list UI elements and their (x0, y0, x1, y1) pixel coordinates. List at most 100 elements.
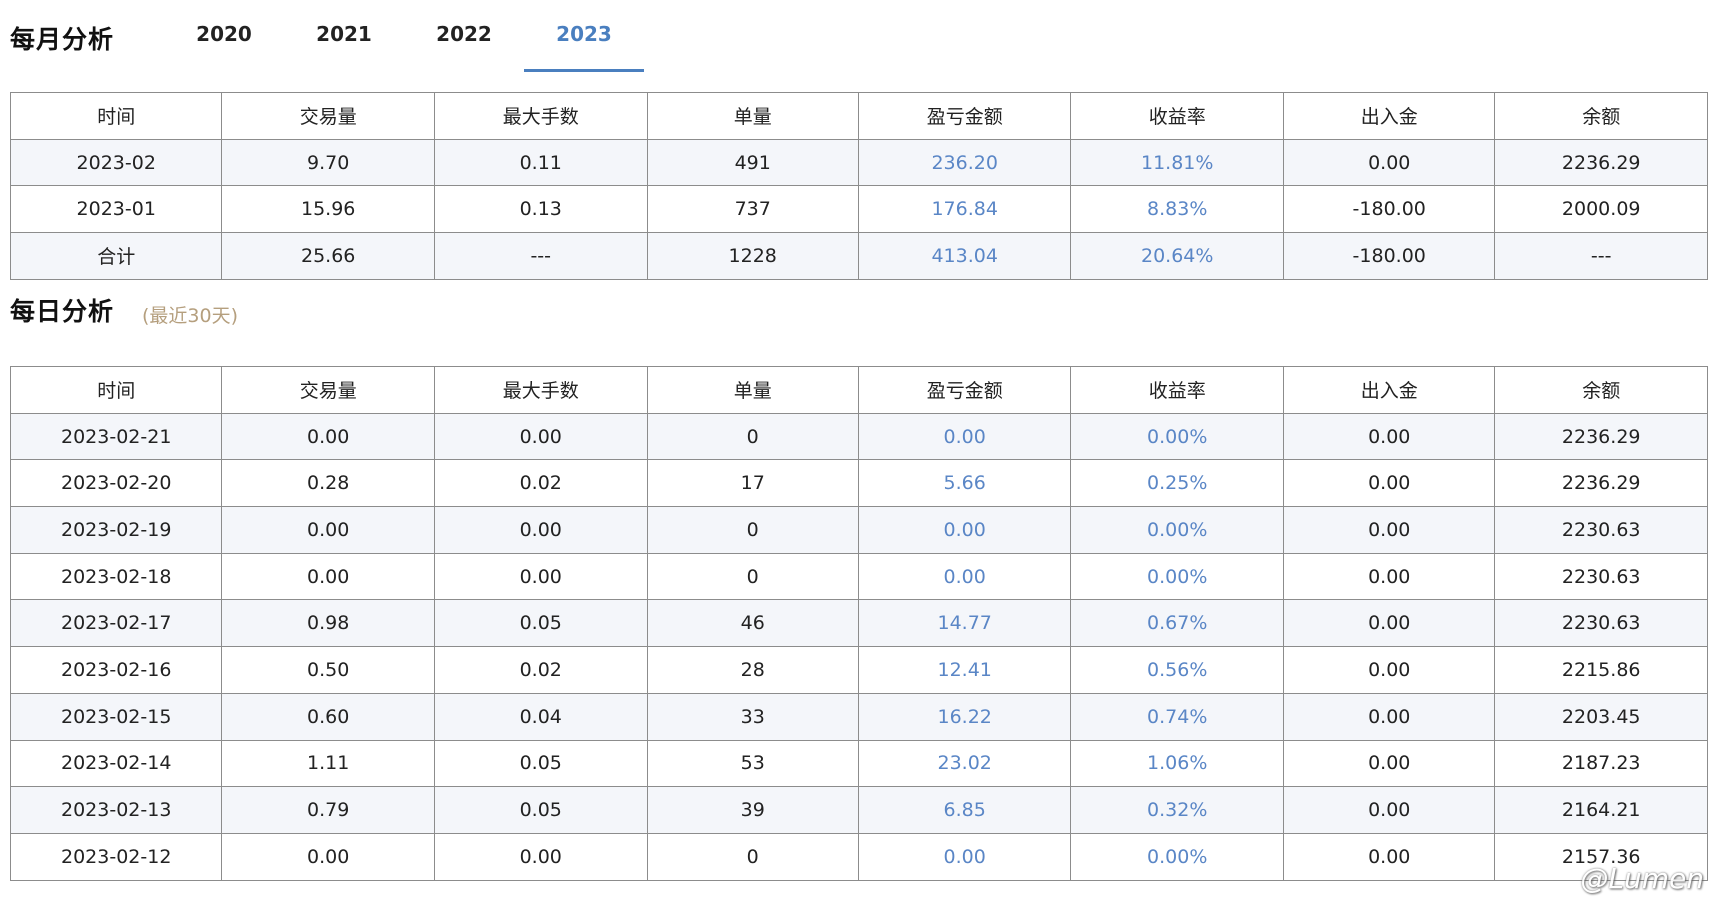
cell-date: 2023-02-12 (9, 832, 223, 881)
table-row: 2023-02-18 0.00 0.00 0 0.00 0.00% 0.00 2230.63 (9, 552, 1708, 601)
cell-max-lots: 0.11 (433, 138, 648, 187)
table-row: 2023-02-16 0.50 0.02 28 12.41 0.56% 0.00 2215.8… (9, 646, 1708, 694)
daily-table-body: 2023-02-21 0.00 0.00 0 0.00 0.00% 0.00 2236.29 2… (9, 412, 1708, 881)
cell-balance: 2236.29 (1494, 459, 1708, 508)
cell-return-rate: 0.25% (1070, 459, 1284, 508)
cell-volume: 1.11 (221, 739, 435, 788)
column-header-max-lots: 最大手数 (433, 92, 648, 140)
cell-volume: 9.70 (221, 138, 435, 187)
cell-order-count: 0 (646, 552, 859, 601)
cell-balance: 2157.36 (1494, 832, 1708, 881)
cell-date: 2023-02 (9, 138, 223, 187)
tab-year-2020[interactable]: 2020 (196, 22, 252, 46)
column-header-date: 时间 (9, 366, 223, 414)
tab-year-2023[interactable]: 2023 (524, 4, 645, 72)
cell-return-rate: 1.06% (1070, 739, 1284, 788)
cell-deposit-withdrawal: 0.00 (1282, 692, 1496, 741)
cell-deposit-withdrawal: -180.00 (1282, 185, 1496, 234)
column-header-max-lots: 最大手数 (433, 366, 648, 414)
cell-max-lots: 0.00 (433, 832, 648, 881)
cell-profit-loss: 6.85 (857, 786, 1072, 834)
cell-max-lots: 0.05 (433, 739, 648, 788)
cell-order-count: 0 (646, 412, 859, 461)
cell-order-count: 39 (646, 786, 859, 834)
daily-table-header-row: 时间 交易量 最大手数 单量 盈亏金额 收益率 出入金 余额 (9, 366, 1708, 414)
cell-max-lots: 0.04 (433, 692, 648, 741)
cell-return-rate: 0.00% (1070, 506, 1284, 554)
cell-order-count: 17 (646, 459, 859, 508)
cell-balance: 2000.09 (1494, 185, 1708, 234)
column-header-balance: 余额 (1494, 92, 1708, 140)
cell-balance: 2230.63 (1494, 552, 1708, 601)
daily-analysis-subtitle: (最近30天) (142, 304, 239, 327)
cell-balance: 2187.23 (1494, 739, 1708, 788)
cell-profit-loss: 23.02 (857, 739, 1072, 788)
cell-date: 2023-02-19 (9, 506, 223, 554)
cell-order-count: 0 (646, 506, 859, 554)
cell-return-rate: 0.00% (1070, 412, 1284, 461)
cell-volume: 0.98 (221, 599, 435, 648)
column-header-return-rate: 收益率 (1070, 92, 1284, 140)
cell-date: 2023-02-13 (9, 786, 223, 834)
column-header-return-rate: 收益率 (1070, 366, 1284, 414)
cell-max-lots: 0.05 (433, 599, 648, 648)
cell-balance: 2203.45 (1494, 692, 1708, 741)
year-tabs: 2020 2021 2022 2023 (164, 4, 645, 72)
column-header-profit-loss: 盈亏金额 (857, 366, 1072, 414)
cell-date: 2023-02-20 (9, 459, 223, 508)
tab-year-2021[interactable]: 2021 (316, 22, 372, 46)
cell-volume: 15.96 (221, 185, 435, 234)
cell-order-count: 1228 (646, 232, 859, 280)
column-header-order-count: 单量 (646, 92, 859, 140)
cell-max-lots: 0.00 (433, 412, 648, 461)
monthly-section-header: 每月分析 2020 2021 2022 2023 (10, 4, 645, 72)
column-header-volume: 交易量 (221, 92, 435, 140)
table-row: 2023-02-17 0.98 0.05 46 14.77 0.67% 0.00 2230.6… (9, 599, 1708, 648)
cell-profit-loss: 0.00 (857, 832, 1072, 881)
cell-volume: 0.50 (221, 646, 435, 694)
cell-profit-loss: 413.04 (857, 232, 1072, 280)
table-row: 2023-02 9.70 0.11 491 236.20 11.81% 0.00 2236.2… (9, 138, 1708, 187)
table-row: 合计 25.66 --- 1228 413.04 20.64% -180.00 --- (9, 232, 1708, 280)
monthly-analysis-title: 每月分析 (10, 25, 115, 54)
cell-date: 2023-01 (9, 185, 223, 234)
cell-order-count: 491 (646, 138, 859, 187)
cell-balance: 2236.29 (1494, 138, 1708, 187)
monthly-table-header-row: 时间 交易量 最大手数 单量 盈亏金额 收益率 出入金 余额 (9, 92, 1708, 140)
cell-profit-loss: 16.22 (857, 692, 1072, 741)
cell-deposit-withdrawal: -180.00 (1282, 232, 1496, 280)
cell-profit-loss: 0.00 (857, 506, 1072, 554)
cell-max-lots: 0.05 (433, 786, 648, 834)
table-row: 2023-02-21 0.00 0.00 0 0.00 0.00% 0.00 2236.29 (9, 412, 1708, 461)
cell-deposit-withdrawal: 0.00 (1282, 459, 1496, 508)
table-row: 2023-01 15.96 0.13 737 176.84 8.83% -180.00 200… (9, 185, 1708, 234)
table-row: 2023-02-14 1.11 0.05 53 23.02 1.06% 0.00 2187.2… (9, 739, 1708, 788)
cell-deposit-withdrawal: 0.00 (1282, 506, 1496, 554)
column-header-balance: 余额 (1494, 366, 1708, 414)
cell-profit-loss: 5.66 (857, 459, 1072, 508)
cell-volume: 0.60 (221, 692, 435, 741)
table-row: 2023-02-20 0.28 0.02 17 5.66 0.25% 0.00 2236.29 (9, 459, 1708, 508)
cell-volume: 0.79 (221, 786, 435, 834)
cell-volume: 0.28 (221, 459, 435, 508)
tab-year-2022[interactable]: 2022 (436, 22, 492, 46)
cell-max-lots: 0.02 (433, 646, 648, 694)
cell-deposit-withdrawal: 0.00 (1282, 412, 1496, 461)
daily-section-header: 每日分析 (最近30天) (10, 292, 238, 328)
cell-date: 2023-02-17 (9, 599, 223, 648)
table-row: 2023-02-12 0.00 0.00 0 0.00 0.00% 0.00 2157.36 (9, 832, 1708, 881)
cell-profit-loss: 236.20 (857, 138, 1072, 187)
cell-volume: 0.00 (221, 506, 435, 554)
cell-return-rate: 11.81% (1070, 138, 1284, 187)
cell-order-count: 737 (646, 185, 859, 234)
cell-return-rate: 0.56% (1070, 646, 1284, 694)
cell-balance: --- (1494, 232, 1708, 280)
cell-volume: 25.66 (221, 232, 435, 280)
table-row: 2023-02-15 0.60 0.04 33 16.22 0.74% 0.00 2203.4… (9, 692, 1708, 741)
cell-deposit-withdrawal: 0.00 (1282, 552, 1496, 601)
cell-balance: 2230.63 (1494, 506, 1708, 554)
cell-balance: 2164.21 (1494, 786, 1708, 834)
cell-volume: 0.00 (221, 832, 435, 881)
cell-profit-loss: 14.77 (857, 599, 1072, 648)
column-header-deposit-withdrawal: 出入金 (1282, 366, 1496, 414)
